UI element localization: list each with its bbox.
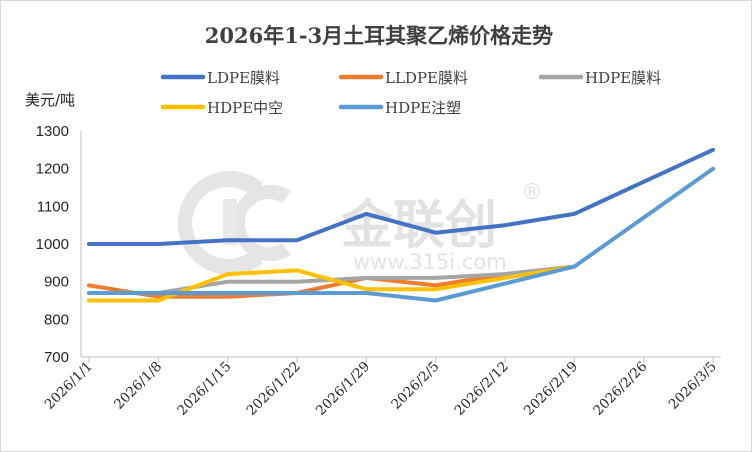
y-tick-label-1300: 1300 [36,123,69,140]
x-tick-label-8: 2026/2/26 [590,359,650,419]
legend-label-hdpe-2: HDPE膜料 [585,69,661,87]
x-tick-label-4: 2026/1/29 [313,359,373,419]
y-axis-unit-label: 美元/吨 [25,91,75,109]
jinlianchuang-logo-icon [177,171,291,275]
y-tick-label-1100: 1100 [37,198,69,215]
x-tick-label-7: 2026/2/19 [521,359,581,419]
y-tick-label-700: 700 [44,349,69,366]
x-tick-label-9: 2026/3/5 [666,359,720,413]
chart-series [87,147,715,303]
y-tick-label-800: 800 [44,311,69,328]
series-line-hdpe-3 [87,264,577,303]
watermark-url: www.315i.com [353,250,507,274]
legend-label-ldpe-0: LDPE膜料 [207,69,280,87]
chart-title: 2026年1-3月土耳其聚乙烯价格走势 [205,23,553,48]
x-tick-label-0: 2026/1/1 [42,359,96,413]
legend-label-hdpe-4: HDPE注塑 [385,99,461,117]
y-tick-label-1200: 1200 [36,161,69,178]
y-tick-label-900: 900 [44,274,69,291]
legend-label-lldpe-1: LLDPE膜料 [385,69,468,87]
legend-label-hdpe-3: HDPE中空 [207,99,283,117]
series-line-ldpe-0 [87,147,715,246]
chart-legend: LDPE膜料 LLDPE膜料 HDPE膜料 HDPE中空 HDPE注塑 [160,69,661,117]
watermark-registered-mark: ® [521,180,543,205]
x-tick-label-5: 2026/2/5 [388,359,442,413]
watermark: 金联创 ® www.315i.com [177,171,543,275]
y-tick-label-1000: 1000 [36,236,69,253]
x-tick-label-6: 2026/2/12 [452,359,512,419]
x-tick-label-3: 2026/1/22 [244,359,304,419]
x-tick-label-2: 2026/1/15 [174,359,234,419]
series-line-hdpe-4 [87,166,715,303]
x-tick-label-1: 2026/1/8 [111,359,165,413]
